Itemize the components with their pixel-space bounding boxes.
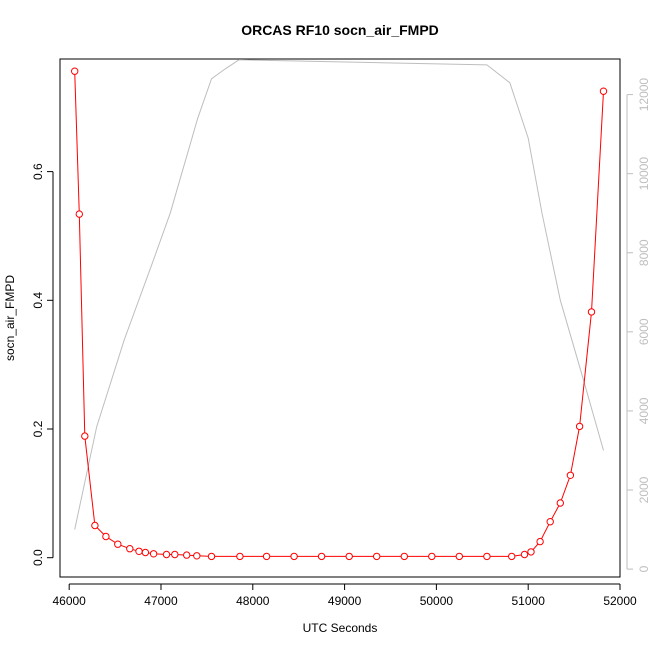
y2-tick-label: 2000: [637, 476, 650, 503]
series-layer: [71, 59, 608, 561]
data-point-marker: [520, 550, 529, 559]
y2-tick-label: 0: [637, 565, 650, 572]
data-point-marker: [345, 552, 353, 561]
plot-frame: [59, 58, 621, 578]
x-tick-label: 50000: [420, 594, 454, 608]
data-point-marker: [149, 550, 158, 558]
data-point-marker: [162, 550, 171, 559]
y-tick-label: 0.4: [31, 292, 45, 309]
data-point-marker: [75, 210, 84, 218]
y2-tick-label: 6000: [637, 318, 650, 345]
y-tick-label: 0.0: [31, 549, 45, 566]
y2-tick-label: 12000: [637, 78, 650, 112]
chart-title: ORCAS RF10 socn_air_FMPD: [241, 22, 439, 38]
data-point-marker: [483, 552, 491, 561]
data-point-marker: [141, 548, 150, 557]
data-point-marker: [455, 552, 463, 561]
data-point-marker: [183, 551, 191, 559]
data-point-marker: [126, 545, 134, 553]
y2-tick-label: 8000: [637, 239, 650, 266]
y-axis-label: socn_air_FMPD: [3, 275, 17, 361]
data-point-marker: [546, 518, 554, 526]
data-point-marker: [556, 499, 564, 507]
data-point-marker: [135, 547, 143, 555]
y2-tick-label: 4000: [637, 397, 650, 424]
x-tick-label: 46000: [52, 594, 86, 608]
left-axis-series-line: [74, 71, 604, 557]
data-point-marker: [71, 67, 79, 75]
data-point-marker: [599, 87, 608, 95]
data-point-marker: [193, 552, 201, 560]
data-point-marker: [262, 552, 271, 561]
data-point-marker: [317, 552, 326, 561]
data-point-marker: [290, 552, 298, 561]
data-point-marker: [428, 552, 436, 561]
data-point-marker: [207, 552, 216, 561]
data-point-marker: [587, 308, 596, 316]
data-point-marker: [236, 552, 244, 561]
data-point-marker: [373, 552, 381, 561]
data-point-marker: [536, 537, 544, 546]
data-point-marker: [527, 548, 535, 556]
data-point-marker: [171, 550, 179, 559]
x-axis-label: UTC Seconds: [303, 621, 378, 635]
right-axis-series-line: [74, 59, 604, 530]
axes-layer: 46000 47000 48000 49000 50000 51000 52000 0.0 0.…: [31, 78, 650, 608]
data-point-marker: [400, 552, 408, 561]
x-tick-label: 47000: [144, 594, 178, 608]
data-point-marker: [575, 422, 584, 431]
data-point-marker: [566, 471, 575, 479]
data-point-marker: [114, 540, 122, 548]
x-tick-label: 49000: [328, 594, 362, 608]
data-point-marker: [81, 432, 89, 440]
y-tick-label: 0.2: [31, 420, 45, 437]
y2-tick-label: 10000: [637, 157, 650, 191]
data-point-marker: [91, 521, 99, 530]
x-tick-label: 48000: [236, 594, 270, 608]
y-tick-label: 0.6: [31, 163, 45, 180]
data-point-marker: [102, 532, 110, 541]
data-point-marker: [508, 552, 516, 561]
x-tick-label: 52000: [603, 594, 637, 608]
x-tick-label: 51000: [512, 594, 546, 608]
